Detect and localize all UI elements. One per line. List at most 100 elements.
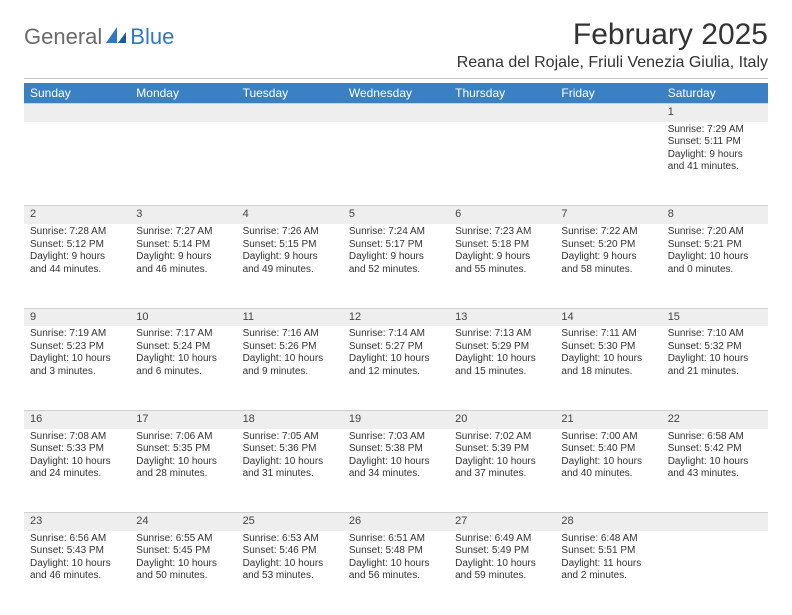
- day-cell: Sunrise: 7:23 AMSunset: 5:18 PMDaylight:…: [449, 224, 555, 308]
- sunset-line: Sunset: 5:38 PM: [349, 443, 443, 456]
- day-cell: Sunrise: 6:56 AMSunset: 5:43 PMDaylight:…: [24, 531, 130, 615]
- day-number-cell: 20: [449, 410, 555, 428]
- sunset-line: Sunset: 5:26 PM: [243, 341, 337, 354]
- day-number-cell: [24, 104, 130, 122]
- day-header: Thursday: [449, 83, 555, 104]
- day-header: Sunday: [24, 83, 130, 104]
- day-content-row: Sunrise: 6:56 AMSunset: 5:43 PMDaylight:…: [24, 531, 768, 615]
- day-cell: Sunrise: 7:29 AMSunset: 5:11 PMDaylight:…: [662, 122, 768, 206]
- daylight-line: Daylight: 10 hours and 0 minutes.: [668, 251, 762, 276]
- sunrise-line: Sunrise: 7:05 AM: [243, 431, 337, 444]
- sunrise-line: Sunrise: 7:19 AM: [30, 328, 124, 341]
- day-cell: Sunrise: 7:26 AMSunset: 5:15 PMDaylight:…: [237, 224, 343, 308]
- day-number-cell: 9: [24, 308, 130, 326]
- day-cell-body: Sunrise: 7:16 AMSunset: 5:26 PMDaylight:…: [237, 326, 343, 382]
- sunset-line: Sunset: 5:49 PM: [455, 545, 549, 558]
- day-number-cell: 24: [130, 513, 236, 531]
- daylight-line: Daylight: 10 hours and 50 minutes.: [136, 558, 230, 583]
- day-cell: Sunrise: 7:19 AMSunset: 5:23 PMDaylight:…: [24, 326, 130, 410]
- day-number-cell: 5: [343, 206, 449, 224]
- day-number-cell: 23: [24, 513, 130, 531]
- sunrise-line: Sunrise: 6:56 AM: [30, 533, 124, 546]
- day-cell: [24, 122, 130, 206]
- day-header-row: Sunday Monday Tuesday Wednesday Thursday…: [24, 83, 768, 104]
- day-number-cell: 4: [237, 206, 343, 224]
- day-number-cell: 21: [555, 410, 661, 428]
- daylight-line: Daylight: 10 hours and 18 minutes.: [561, 353, 655, 378]
- day-cell-body: Sunrise: 7:23 AMSunset: 5:18 PMDaylight:…: [449, 224, 555, 280]
- day-number-cell: [343, 104, 449, 122]
- day-cell-body: Sunrise: 7:06 AMSunset: 5:35 PMDaylight:…: [130, 429, 236, 485]
- calendar-table: Sunday Monday Tuesday Wednesday Thursday…: [24, 83, 768, 615]
- day-content-row: Sunrise: 7:29 AMSunset: 5:11 PMDaylight:…: [24, 122, 768, 206]
- day-cell: Sunrise: 7:20 AMSunset: 5:21 PMDaylight:…: [662, 224, 768, 308]
- day-cell: [662, 531, 768, 615]
- sunrise-line: Sunrise: 7:27 AM: [136, 226, 230, 239]
- sunrise-line: Sunrise: 7:29 AM: [668, 124, 762, 137]
- day-cell: Sunrise: 6:49 AMSunset: 5:49 PMDaylight:…: [449, 531, 555, 615]
- daylight-line: Daylight: 10 hours and 21 minutes.: [668, 353, 762, 378]
- sunrise-line: Sunrise: 7:14 AM: [349, 328, 443, 341]
- sunrise-line: Sunrise: 7:22 AM: [561, 226, 655, 239]
- daylight-line: Daylight: 10 hours and 37 minutes.: [455, 456, 549, 481]
- sunrise-line: Sunrise: 6:48 AM: [561, 533, 655, 546]
- day-cell: Sunrise: 7:17 AMSunset: 5:24 PMDaylight:…: [130, 326, 236, 410]
- day-cell-body: Sunrise: 6:51 AMSunset: 5:48 PMDaylight:…: [343, 531, 449, 587]
- sunrise-line: Sunrise: 7:28 AM: [30, 226, 124, 239]
- daylight-line: Daylight: 9 hours and 41 minutes.: [668, 149, 762, 174]
- header-divider: [24, 78, 768, 79]
- daylight-line: Daylight: 10 hours and 40 minutes.: [561, 456, 655, 481]
- day-number-row: 2345678: [24, 206, 768, 224]
- day-cell-body: Sunrise: 7:28 AMSunset: 5:12 PMDaylight:…: [24, 224, 130, 280]
- day-content-row: Sunrise: 7:28 AMSunset: 5:12 PMDaylight:…: [24, 224, 768, 308]
- logo-sail-icon: [106, 25, 128, 50]
- sunset-line: Sunset: 5:35 PM: [136, 443, 230, 456]
- day-number-cell: 27: [449, 513, 555, 531]
- day-cell-body: Sunrise: 7:14 AMSunset: 5:27 PMDaylight:…: [343, 326, 449, 382]
- day-cell: Sunrise: 6:55 AMSunset: 5:45 PMDaylight:…: [130, 531, 236, 615]
- day-cell: [343, 122, 449, 206]
- sunset-line: Sunset: 5:11 PM: [668, 136, 762, 149]
- daylight-line: Daylight: 9 hours and 55 minutes.: [455, 251, 549, 276]
- sunrise-line: Sunrise: 6:58 AM: [668, 431, 762, 444]
- day-cell-body: Sunrise: 7:00 AMSunset: 5:40 PMDaylight:…: [555, 429, 661, 485]
- day-cell-body: Sunrise: 6:49 AMSunset: 5:49 PMDaylight:…: [449, 531, 555, 587]
- daylight-line: Daylight: 9 hours and 58 minutes.: [561, 251, 655, 276]
- day-cell: Sunrise: 7:24 AMSunset: 5:17 PMDaylight:…: [343, 224, 449, 308]
- day-number-cell: [555, 104, 661, 122]
- sunrise-line: Sunrise: 7:11 AM: [561, 328, 655, 341]
- sunrise-line: Sunrise: 7:17 AM: [136, 328, 230, 341]
- day-cell: Sunrise: 7:14 AMSunset: 5:27 PMDaylight:…: [343, 326, 449, 410]
- sunset-line: Sunset: 5:27 PM: [349, 341, 443, 354]
- sunrise-line: Sunrise: 7:10 AM: [668, 328, 762, 341]
- daylight-line: Daylight: 11 hours and 2 minutes.: [561, 558, 655, 583]
- day-cell: Sunrise: 7:06 AMSunset: 5:35 PMDaylight:…: [130, 429, 236, 513]
- sunset-line: Sunset: 5:48 PM: [349, 545, 443, 558]
- sunrise-line: Sunrise: 7:13 AM: [455, 328, 549, 341]
- sunrise-line: Sunrise: 7:06 AM: [136, 431, 230, 444]
- day-cell-body: Sunrise: 7:02 AMSunset: 5:39 PMDaylight:…: [449, 429, 555, 485]
- day-cell: Sunrise: 6:58 AMSunset: 5:42 PMDaylight:…: [662, 429, 768, 513]
- day-number-cell: 6: [449, 206, 555, 224]
- daylight-line: Daylight: 9 hours and 52 minutes.: [349, 251, 443, 276]
- day-number-cell: 17: [130, 410, 236, 428]
- day-cell-body: Sunrise: 7:13 AMSunset: 5:29 PMDaylight:…: [449, 326, 555, 382]
- day-cell-body: Sunrise: 7:05 AMSunset: 5:36 PMDaylight:…: [237, 429, 343, 485]
- sunrise-line: Sunrise: 7:16 AM: [243, 328, 337, 341]
- sunset-line: Sunset: 5:17 PM: [349, 239, 443, 252]
- page-header: General Blue February 2025 Reana del Roj…: [24, 18, 768, 72]
- daylight-line: Daylight: 10 hours and 3 minutes.: [30, 353, 124, 378]
- sunset-line: Sunset: 5:42 PM: [668, 443, 762, 456]
- sunrise-line: Sunrise: 6:51 AM: [349, 533, 443, 546]
- day-cell: Sunrise: 6:48 AMSunset: 5:51 PMDaylight:…: [555, 531, 661, 615]
- day-cell: Sunrise: 7:08 AMSunset: 5:33 PMDaylight:…: [24, 429, 130, 513]
- day-cell-body: Sunrise: 7:08 AMSunset: 5:33 PMDaylight:…: [24, 429, 130, 485]
- day-cell: Sunrise: 6:51 AMSunset: 5:48 PMDaylight:…: [343, 531, 449, 615]
- daylight-line: Daylight: 10 hours and 53 minutes.: [243, 558, 337, 583]
- day-number-cell: 2: [24, 206, 130, 224]
- day-cell: Sunrise: 7:11 AMSunset: 5:30 PMDaylight:…: [555, 326, 661, 410]
- day-number-cell: 22: [662, 410, 768, 428]
- day-cell: [449, 122, 555, 206]
- day-number-cell: 16: [24, 410, 130, 428]
- day-cell: [237, 122, 343, 206]
